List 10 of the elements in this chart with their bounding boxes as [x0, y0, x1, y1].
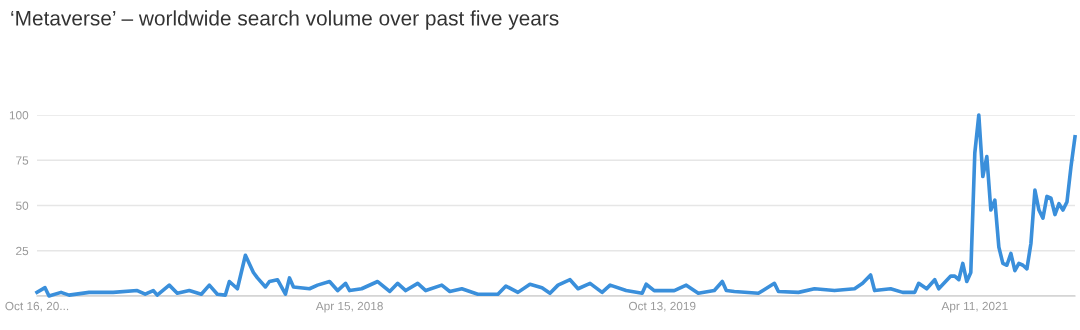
x-tick-label: Oct 13, 2019	[628, 301, 696, 312]
chart-title: ‘Metaverse’ – worldwide search volume over past five years	[11, 10, 559, 30]
x-tick-label: Oct 16, 20...	[5, 301, 69, 312]
x-tick-label: Apr 15, 2018	[315, 301, 383, 313]
y-tick-label: 50	[16, 201, 29, 210]
x-tick-label: Apr 11, 2021	[941, 301, 1008, 313]
line-series	[35, 113, 1077, 298]
y-tick-label: 75	[16, 156, 29, 165]
y-tick-label: 100	[9, 111, 29, 120]
y-tick-label: 25	[16, 246, 29, 256]
